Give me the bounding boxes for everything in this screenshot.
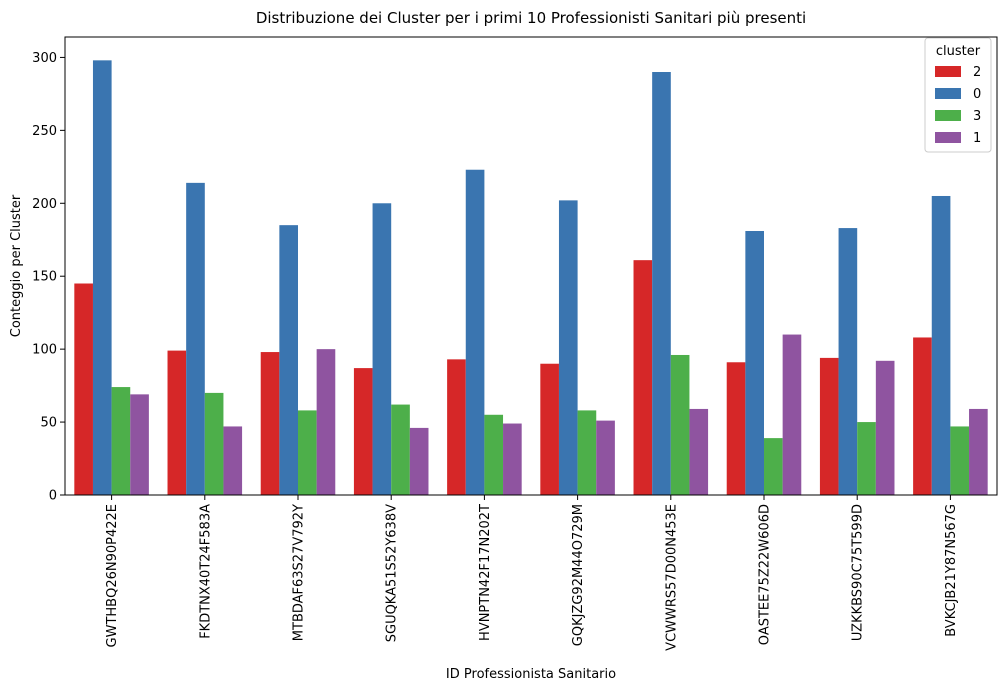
legend-swatch-1 — [935, 132, 961, 143]
bar-cluster-1-3 — [316, 349, 336, 495]
legend-title: cluster — [936, 44, 981, 59]
y-tick-label: 300 — [32, 51, 57, 66]
bar-cluster-2-3 — [260, 352, 280, 495]
x-tick-label: OASTEE75Z22W606D — [758, 504, 773, 645]
bar-cluster-0-8 — [745, 230, 764, 495]
legend-label-2: 2 — [973, 65, 981, 80]
bar-cluster-0-4 — [372, 203, 392, 495]
x-tick-label: SGUQKA51S52Y638V — [385, 504, 400, 642]
bar-cluster-2-9 — [819, 357, 839, 495]
bar-cluster-3-2 — [204, 392, 224, 495]
legend: cluster 2 0 3 1 — [924, 37, 992, 153]
bar-cluster-2-2 — [167, 350, 187, 495]
bar-cluster-0-5 — [465, 169, 485, 495]
bar-cluster-1-8 — [782, 334, 802, 495]
legend-swatch-3 — [935, 110, 961, 121]
plot-area: 0 50 100 150 200 250 300 GWTHBQ26N90P422E FKDTNX… — [32, 51, 988, 651]
y-tick-label: 100 — [32, 343, 57, 358]
legend-swatch-2 — [935, 66, 961, 77]
legend-label-3: 3 — [973, 109, 981, 124]
bar-cluster-2-4 — [353, 368, 373, 495]
bar-cluster-3-6 — [577, 410, 597, 495]
y-tick-label: 150 — [32, 270, 57, 285]
bar-cluster-1-9 — [875, 360, 895, 495]
bar-cluster-3-10 — [950, 426, 970, 495]
bar-cluster-2-1 — [74, 283, 93, 495]
bar-cluster-2-8 — [726, 362, 746, 495]
bar-cluster-0-3 — [279, 225, 298, 495]
y-tick-label: 250 — [32, 124, 57, 139]
bar-cluster-0-2 — [186, 182, 205, 496]
bar-cluster-3-3 — [298, 410, 317, 495]
y-tick-label: 50 — [40, 416, 57, 431]
legend-label-1: 1 — [973, 131, 981, 146]
x-tick-label: MTBDAF63S27V792Y — [292, 504, 307, 641]
x-tick-label: FKDTNX40T24F583A — [198, 504, 213, 639]
x-tick-label: UZKKBS90C75T599D — [851, 504, 866, 641]
x-tick-label: GWTHBQ26N90P422E — [105, 504, 120, 647]
legend-label-0: 0 — [973, 87, 981, 102]
bar-cluster-2-7 — [633, 260, 653, 495]
bar-cluster-3-9 — [857, 422, 876, 495]
legend-swatch-0 — [935, 88, 961, 99]
bar-cluster-3-5 — [484, 414, 504, 495]
x-axis-label: ID Professionista Sanitario — [446, 667, 616, 682]
bar-cluster-0-7 — [652, 72, 671, 495]
y-tick-label: 0 — [49, 489, 57, 504]
bar-cluster-3-8 — [764, 438, 783, 495]
plot-frame — [64, 36, 998, 496]
bar-cluster-2-5 — [447, 359, 466, 495]
bar-cluster-3-4 — [391, 404, 410, 495]
x-tick-label: BVKCJB21Y87N567G — [944, 504, 959, 637]
bar-cluster-2-10 — [913, 337, 932, 495]
chart-title: Distribuzione dei Cluster per i primi 10… — [256, 9, 806, 27]
bar-cluster-1-6 — [596, 420, 615, 495]
bar-cluster-0-9 — [838, 228, 858, 496]
bar-cluster-1-1 — [130, 394, 149, 495]
x-tick-label: VCWWRS57D00N453E — [664, 504, 679, 651]
bar-cluster-2-6 — [540, 363, 559, 495]
bar-cluster-0-6 — [558, 200, 578, 496]
bar-cluster-1-4 — [409, 427, 429, 495]
bar-cluster-0-1 — [92, 60, 112, 495]
bar-cluster-1-2 — [223, 426, 243, 495]
bar-cluster-0-10 — [931, 195, 951, 496]
x-tick-label: GQKJZG92M44O729M — [571, 504, 586, 646]
bar-cluster-3-7 — [670, 354, 690, 495]
y-tick-label: 200 — [32, 197, 57, 212]
bar-cluster-1-10 — [969, 408, 988, 495]
bar-cluster-3-1 — [111, 387, 131, 495]
bar-cluster-1-5 — [503, 423, 522, 495]
y-axis-label: Conteggio per Cluster — [9, 194, 24, 337]
bar-cluster-1-7 — [689, 408, 709, 495]
x-tick-label: HVNPTN42F17N202T — [478, 504, 493, 641]
